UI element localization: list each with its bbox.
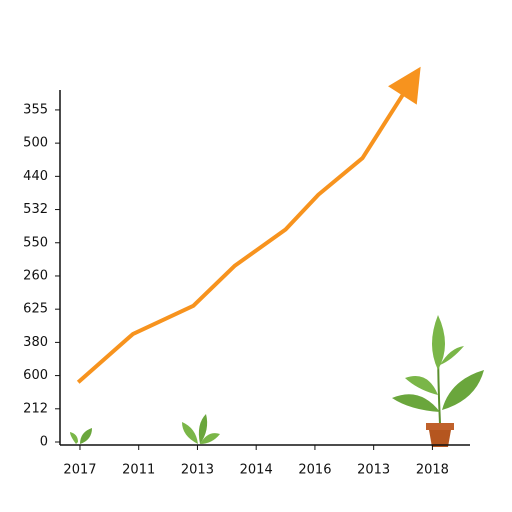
- y-tick-label: 380: [23, 335, 48, 350]
- y-tick-label: 0: [40, 435, 48, 450]
- x-tick-label: 2017: [63, 463, 96, 478]
- x-tick-label: 2016: [298, 463, 331, 478]
- x-tick-label: 2013: [357, 463, 390, 478]
- arrow-head: [388, 66, 421, 105]
- y-tick-label: 260: [23, 268, 48, 283]
- y-tick-label: 440: [23, 169, 48, 184]
- x-tick-label: 2018: [416, 463, 449, 478]
- trend-line: [76, 90, 407, 384]
- y-tick-label: 532: [23, 202, 48, 217]
- x-tick-label: 2013: [181, 463, 214, 478]
- y-tick-label: 550: [23, 235, 48, 250]
- y-tick-label: 500: [23, 136, 48, 151]
- y-tick-label: 600: [23, 368, 48, 383]
- plant-medium: [182, 414, 220, 444]
- x-tick-label: 2014: [240, 463, 273, 478]
- x-tick-label: 2011: [122, 463, 155, 478]
- y-tick-label: 625: [23, 302, 48, 317]
- plant-small: [70, 428, 92, 444]
- potted-plant: [392, 315, 484, 447]
- y-tick-label: 355: [23, 102, 48, 117]
- y-tick-label: 212: [23, 401, 48, 416]
